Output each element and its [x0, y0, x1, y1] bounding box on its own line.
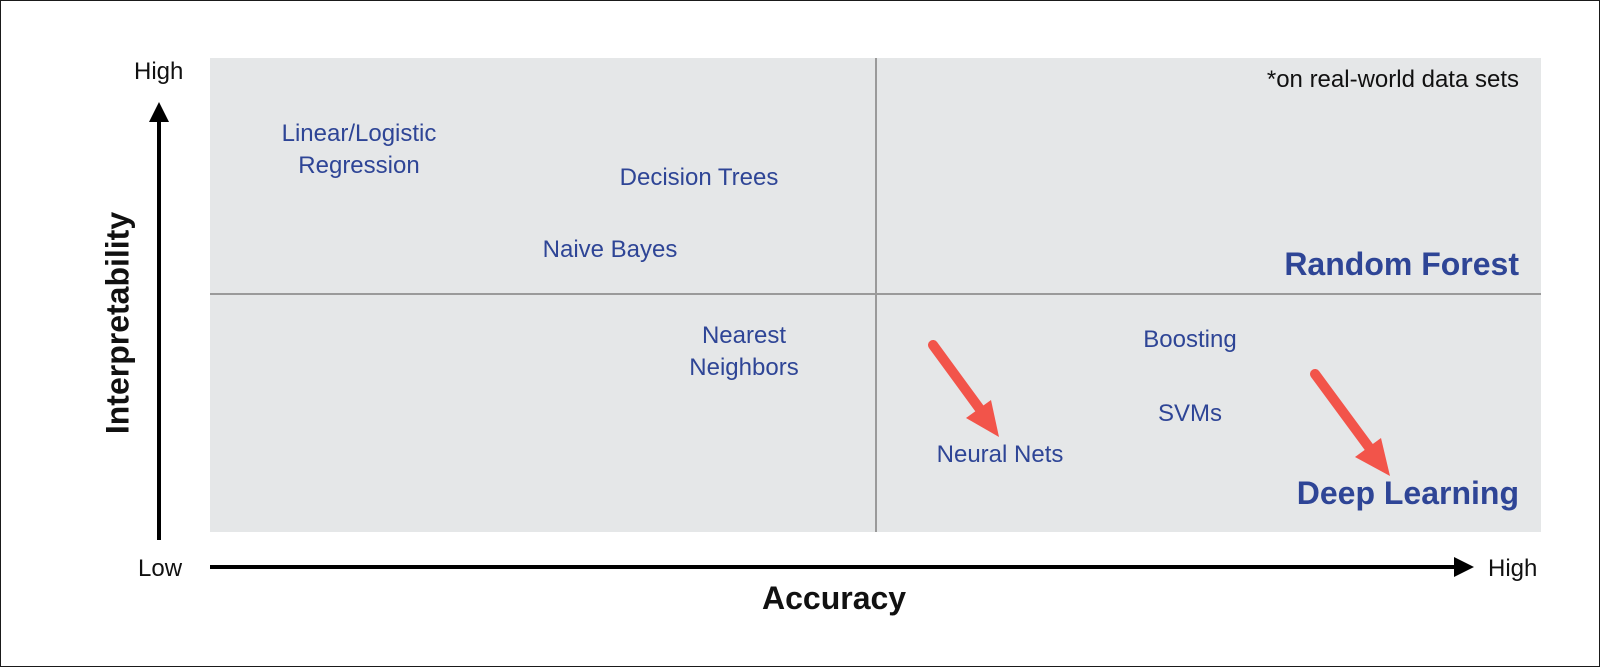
x-axis-high-label: High: [1488, 555, 1538, 582]
label-random-forest: Random Forest: [1284, 246, 1519, 282]
label-boosting: Boosting: [1143, 326, 1237, 353]
label-neural-nets: Neural Nets: [936, 441, 1064, 468]
vertical-divider: [875, 58, 877, 532]
x-axis-title: Accuracy: [762, 580, 907, 616]
label-decision-trees: Decision Trees: [619, 164, 779, 191]
quadrant-panel: *on real-world data sets Linear/Logistic…: [210, 58, 1541, 532]
label-line: Regression: [298, 152, 420, 179]
label-line: Nearest: [701, 322, 787, 349]
label-svms: SVMs: [1157, 400, 1223, 427]
y-axis-low-label: Low: [138, 555, 183, 582]
label-deep-learning: Deep Learning: [1296, 475, 1519, 511]
label-linear-logistic-regression: Linear/Logistic Regression: [282, 118, 437, 182]
y-axis-title: Interpretability: [99, 211, 136, 435]
y-axis-high-label: High: [134, 58, 184, 85]
label-naive-bayes: Naive Bayes: [542, 236, 678, 263]
label-nearest-neighbors: Nearest Neighbors: [689, 320, 798, 384]
label-line: Neighbors: [689, 354, 799, 381]
label-line: Linear/Logistic: [281, 120, 437, 147]
footnote: *on real-world data sets: [1266, 66, 1519, 93]
horizontal-divider: [210, 293, 1541, 295]
